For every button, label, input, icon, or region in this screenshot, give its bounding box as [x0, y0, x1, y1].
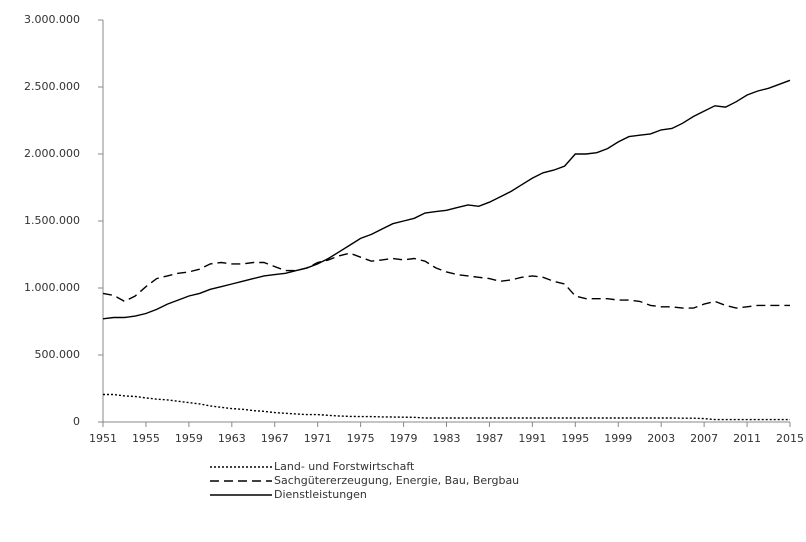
x-tick-label: 1991 — [518, 432, 546, 445]
x-tick-label: 1975 — [347, 432, 375, 445]
y-tick-label: 2.000.000 — [24, 147, 80, 160]
y-tick-label: 3.000.000 — [24, 13, 80, 26]
y-tick-label: 1.000.000 — [24, 281, 80, 294]
y-tick-label: 0 — [73, 415, 80, 428]
x-tick-label: 1995 — [561, 432, 589, 445]
x-tick-label: 2007 — [690, 432, 718, 445]
x-tick-label: 1971 — [304, 432, 332, 445]
x-tick-label: 2015 — [776, 432, 804, 445]
y-tick-label: 1.500.000 — [24, 214, 80, 227]
series-line — [102, 252, 790, 309]
y-tick-label: 2.500.000 — [24, 80, 80, 93]
legend-label: Dienstleistungen — [274, 488, 367, 501]
x-tick-label: 1967 — [261, 432, 289, 445]
legend-label: Land- und Forstwirtschaft — [274, 460, 415, 473]
x-tick-label: 2003 — [647, 432, 675, 445]
x-tick-label: 1955 — [132, 432, 160, 445]
x-tick-label: 1963 — [218, 432, 246, 445]
series-line — [103, 393, 790, 421]
series-line — [102, 79, 791, 320]
x-tick-label: 1951 — [89, 432, 117, 445]
x-tick-label: 1983 — [433, 432, 461, 445]
x-tick-label: 2011 — [733, 432, 761, 445]
x-tick-label: 1987 — [475, 432, 503, 445]
x-tick-label: 1979 — [390, 432, 418, 445]
y-tick-label: 500.000 — [35, 348, 81, 361]
x-tick-label: 1999 — [604, 432, 632, 445]
x-tick-label: 1959 — [175, 432, 203, 445]
legend-label: Sachgütererzeugung, Energie, Bau, Bergba… — [274, 474, 519, 487]
